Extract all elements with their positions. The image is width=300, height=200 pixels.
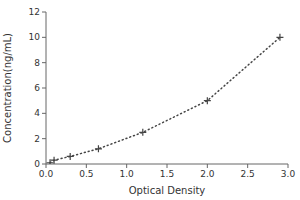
x-axis: 0.0 0.5 1.0 1.5 2.0 2.5 3.0 bbox=[39, 164, 296, 179]
x-tick bbox=[126, 164, 127, 168]
plot-area bbox=[47, 34, 284, 164]
x-tick-label: 1.5 bbox=[160, 169, 174, 179]
y-tick-label: 8 bbox=[34, 58, 40, 68]
point bbox=[204, 97, 211, 104]
x-axis-label: Optical Density bbox=[129, 185, 206, 196]
y-tick-label: 2 bbox=[34, 134, 40, 144]
y-tick-label: 10 bbox=[29, 32, 41, 42]
x-tick-label: 0.0 bbox=[39, 169, 54, 179]
x-tick bbox=[167, 164, 168, 168]
y-axis: 0 2 4 6 8 10 12 bbox=[29, 7, 46, 169]
y-tick bbox=[42, 138, 46, 139]
x-tick bbox=[247, 164, 248, 168]
y-tick bbox=[42, 113, 46, 114]
x-tick-label: 3.0 bbox=[281, 169, 296, 179]
x-tick-label: 0.5 bbox=[79, 169, 93, 179]
y-tick bbox=[42, 12, 46, 13]
point bbox=[67, 153, 74, 160]
y-tick-label: 6 bbox=[34, 83, 40, 93]
chart-container: 0.0 0.5 1.0 1.5 2.0 2.5 3.0 0 2 4 6 8 10 12 Optical De… bbox=[0, 0, 300, 200]
point bbox=[95, 145, 102, 152]
y-tick-label: 0 bbox=[34, 159, 40, 169]
y-tick bbox=[42, 62, 46, 63]
x-tick bbox=[86, 164, 87, 168]
line bbox=[50, 37, 280, 162]
y-tick-label: 12 bbox=[29, 7, 40, 17]
x-axis-line bbox=[46, 164, 288, 165]
point bbox=[51, 157, 58, 164]
chart: 0.0 0.5 1.0 1.5 2.0 2.5 3.0 0 2 4 6 8 10 12 Optical De… bbox=[0, 0, 300, 200]
y-tick bbox=[42, 88, 46, 89]
x-tick-label: 2.5 bbox=[241, 169, 255, 179]
y-tick bbox=[42, 37, 46, 38]
y-tick bbox=[42, 164, 46, 165]
x-tick bbox=[46, 164, 47, 168]
point bbox=[276, 34, 283, 41]
y-axis-line bbox=[46, 12, 47, 164]
x-tick-label: 1.0 bbox=[120, 169, 135, 179]
y-tick-label: 4 bbox=[34, 108, 40, 118]
x-tick bbox=[288, 164, 289, 168]
point bbox=[139, 129, 146, 136]
y-axis-label: Concentration(ng/mL) bbox=[2, 33, 13, 143]
x-tick bbox=[207, 164, 208, 168]
x-tick-label: 2.0 bbox=[200, 169, 215, 179]
